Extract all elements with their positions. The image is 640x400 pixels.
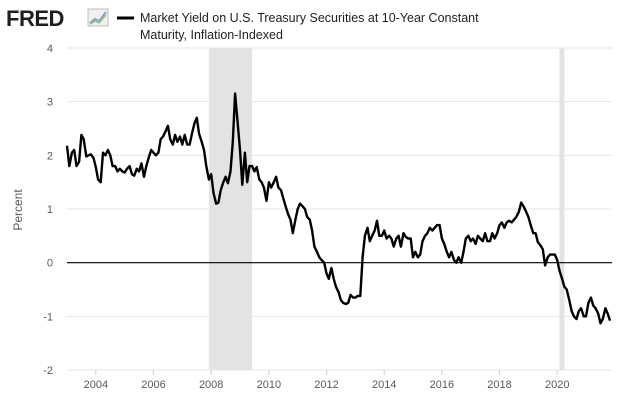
y-tick-label-3: 3 xyxy=(47,97,53,109)
trend-line-icon xyxy=(87,8,109,27)
y-tick-label-2: 2 xyxy=(47,150,53,162)
x-tick-label-2008: 2008 xyxy=(199,379,223,391)
chart-title-line-1: Market Yield on U.S. Treasury Securities… xyxy=(140,11,479,25)
legend: Market Yield on U.S. Treasury Securities… xyxy=(117,11,479,42)
fred-logo-text: FRED xyxy=(6,6,64,31)
y-tick-label--1: -1 xyxy=(43,311,53,323)
x-tick-label-2018: 2018 xyxy=(487,379,511,391)
x-tick-label-2020: 2020 xyxy=(545,379,569,391)
y-axis-label: Percent xyxy=(11,189,25,231)
series-line[interactable] xyxy=(65,92,612,325)
y-tick-label-1: 1 xyxy=(47,204,53,216)
x-tick-label-2004: 2004 xyxy=(84,379,108,391)
x-tick-label-2006: 2006 xyxy=(141,379,165,391)
x-tick-label-2014: 2014 xyxy=(372,379,396,391)
x-axis-ticks: 2004 2006 2008 2010 2012 2014 2016 2018 2020 xyxy=(84,370,569,391)
gridlines xyxy=(67,47,612,371)
x-tick-label-2016: 2016 xyxy=(430,379,454,391)
x-tick-label-2012: 2012 xyxy=(314,379,338,391)
y-tick-label--2: -2 xyxy=(43,365,53,377)
chart-title-line-2: Maturity, Inflation-Indexed xyxy=(140,28,283,42)
y-tick-label-4: 4 xyxy=(47,43,53,55)
y-axis-ticks: -2 -1 0 1 2 3 4 xyxy=(43,43,53,377)
fred-logo[interactable]: FRED xyxy=(6,6,109,31)
x-tick-label-2010: 2010 xyxy=(257,379,281,391)
y-tick-label-0: 0 xyxy=(47,258,53,270)
